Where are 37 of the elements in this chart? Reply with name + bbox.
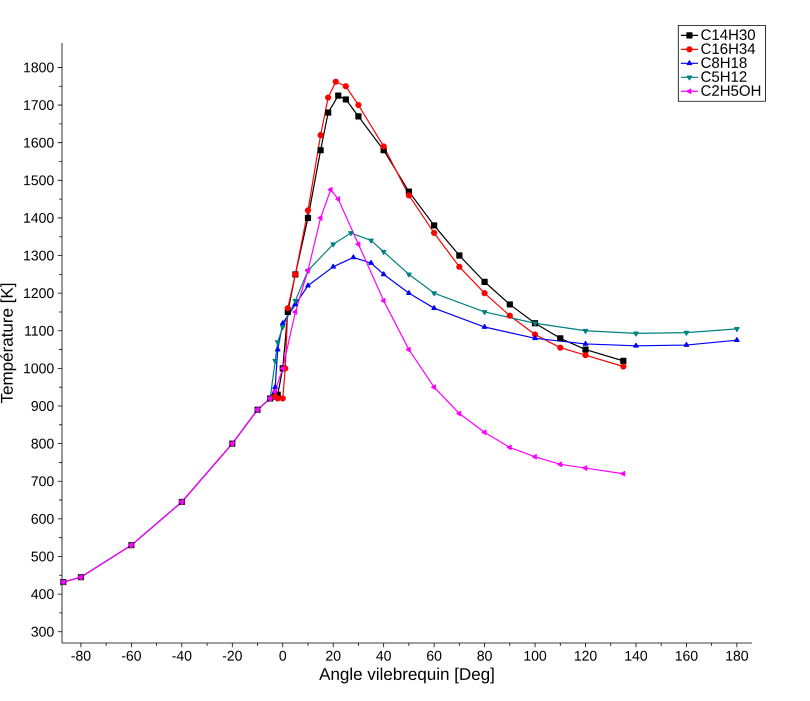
legend-label: C16H34 [701, 43, 756, 54]
x-tick-label: -40 [172, 650, 192, 661]
y-tick-label: 1600 [24, 138, 54, 148]
x-tick-label: 140 [625, 650, 648, 661]
legend-label: C2H5OH [701, 85, 760, 96]
y-tick-label: 800 [31, 438, 54, 449]
legend-label: C14H30 [701, 29, 755, 40]
y-tick-label: 1100 [25, 326, 54, 336]
x-tick-label: 160 [676, 650, 698, 661]
x-tick-label: 0 [279, 650, 286, 661]
x-tick-label: 80 [477, 650, 492, 661]
y-tick-label: 700 [32, 476, 54, 486]
y-tick-label: 1200 [24, 288, 54, 298]
x-tick-label: 60 [427, 650, 442, 661]
y-tick-label: 1000 [24, 363, 54, 374]
y-tick-label: 900 [32, 401, 54, 411]
x-tick-label: 120 [574, 650, 597, 661]
x-tick-label: 180 [726, 650, 748, 661]
y-tick-label: 600 [32, 514, 54, 524]
y-tick-label: 1500 [24, 175, 54, 186]
x-tick-label: 40 [376, 650, 391, 661]
y-tick-label: 300 [31, 626, 54, 637]
x-tick-label: -60 [122, 650, 141, 661]
x-tick-label: -20 [222, 650, 242, 661]
legend-label: C8H18 [701, 57, 747, 68]
y-tick-label: 1300 [24, 250, 54, 260]
x-tick-label: -80 [71, 650, 90, 661]
y-tick-label: 1400 [24, 212, 54, 223]
y-axis-title: Température [K] [0, 284, 16, 404]
y-tick-label: 400 [31, 589, 54, 600]
legend-label: C5H12 [701, 71, 746, 82]
y-tick-label: 500 [31, 552, 54, 562]
y-tick-label: 1700 [24, 100, 54, 110]
x-tick-label: 100 [524, 650, 546, 661]
y-tick-label: 1800 [24, 62, 54, 72]
x-axis-title: Angle vilebrequin [Deg] [319, 668, 494, 684]
x-tick-label: 20 [326, 650, 340, 661]
